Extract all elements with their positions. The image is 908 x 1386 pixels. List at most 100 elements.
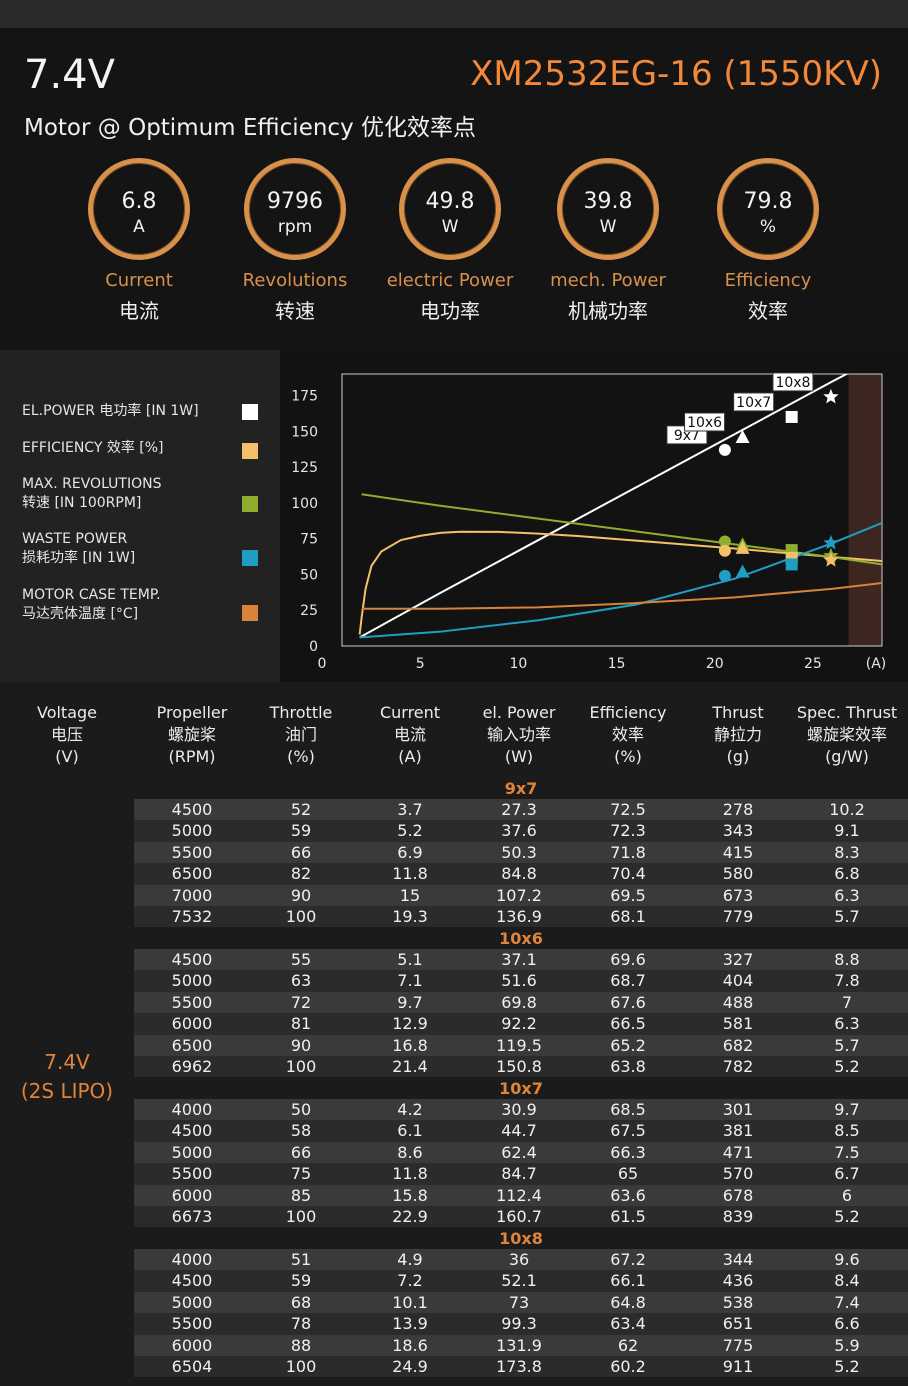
table-cell: 911 (722, 1357, 754, 1376)
table-cell: 6504 (171, 1357, 213, 1376)
column-header: Propeller 螺旋桨 (RPM) (137, 702, 247, 768)
table-cell: 72.3 (610, 821, 646, 841)
table-cell: 8.4 (834, 1271, 860, 1291)
table-cell: 22.9 (392, 1207, 428, 1226)
table-cell: 63.8 (610, 1057, 646, 1076)
column-header-zh: 螺旋桨效率 (806, 725, 887, 744)
table-cell: 6000 (171, 1335, 213, 1355)
top-strip (0, 0, 908, 28)
table-cell: 99.3 (501, 1314, 537, 1334)
table-cell: 9.7 (834, 1100, 860, 1119)
table-row: 5500 66 6.9 50.3 71.8 415 8.3 (134, 841, 908, 864)
table-cell: 50.3 (501, 842, 537, 862)
table-cell: 7.1 (397, 971, 423, 991)
metric-unit: A (133, 217, 145, 237)
column-header: Thrust 静拉力 (g) (683, 702, 793, 768)
table-cell: 51 (290, 1250, 312, 1269)
table-cell: 84.8 (501, 864, 537, 884)
x-tick-label: 5 (416, 656, 425, 672)
performance-table: 7.4V (2S LIPO) Voltage 电压 (V) Propeller 螺旋桨 (… (0, 690, 908, 1386)
table-row: 4500 52 3.7 27.3 72.5 278 10.2 (134, 799, 908, 821)
header-panel: 7.4V XM2532EG-16 (1550KV) Motor @ Optimu… (0, 28, 908, 350)
table-cell: 55 (290, 950, 312, 969)
table-cell: 673 (722, 885, 754, 905)
table-row: 4000 50 4.2 30.9 68.5 301 9.7 (134, 1099, 908, 1121)
table-cell: 66 (290, 1142, 312, 1162)
table-cell: 5500 (171, 992, 213, 1012)
table-cell: 8.5 (834, 1121, 860, 1141)
table-cell: 7000 (171, 885, 213, 905)
table-cell: 5500 (171, 842, 213, 862)
table-cell: 10.1 (392, 1292, 428, 1312)
column-header-en: Voltage (36, 703, 97, 722)
table-cell: 415 (722, 842, 754, 862)
table-cell: 66.3 (610, 1142, 646, 1162)
table-cell: 66.5 (610, 1014, 646, 1034)
legend-label: MOTOR CASE TEMP. (22, 587, 161, 603)
table-cell: 82 (290, 864, 312, 884)
marker-efficiency-9x7 (718, 544, 731, 557)
table-cell: 63 (290, 971, 312, 991)
table-cell: 51.6 (501, 971, 537, 991)
table-cell: 3.7 (397, 800, 423, 819)
metric-label-en: Revolutions (242, 270, 348, 291)
metric-mech-power: 39.8 W mech. Power 机械功率 (528, 158, 688, 324)
table-cell: 13.9 (392, 1314, 428, 1334)
legend-label: EFFICIENCY 效率 [%] (22, 440, 164, 456)
table-cell: 327 (722, 950, 754, 969)
table-cell: 7.4 (834, 1292, 860, 1312)
prop-label-box (684, 412, 726, 432)
table-cell: 73 (508, 1292, 530, 1312)
metric-label-en: Efficiency (724, 270, 812, 291)
table-cell: 72.5 (610, 800, 646, 819)
table-row: 4500 55 5.1 37.1 69.6 327 8.8 (134, 949, 908, 971)
table-cell: 71.8 (610, 842, 646, 862)
table-cell: 50 (290, 1100, 312, 1119)
metric-label-en: Current (105, 270, 173, 291)
table-cell: 85 (290, 1185, 312, 1205)
table-cell: 131.9 (496, 1335, 542, 1355)
prop-label: 9x7 (674, 428, 700, 444)
metric-label-zh: 电流 (119, 299, 159, 323)
table-cell: 15 (399, 885, 421, 905)
table-cell: 52 (290, 800, 312, 819)
table-cell: 839 (722, 1207, 754, 1226)
table-cell: 782 (722, 1057, 754, 1076)
y-tick-label: 150 (291, 424, 318, 440)
metric-ring: 6.8 A (88, 158, 190, 260)
table-cell: 7532 (171, 907, 213, 926)
column-header-zh: 螺旋桨 (167, 725, 216, 744)
metric-value: 9796 (267, 189, 323, 214)
table-cell: 68.7 (610, 971, 646, 991)
table-cell: 5.9 (834, 1335, 860, 1355)
propeller-group-title: 9x7 (504, 779, 538, 798)
table-cell: 8.3 (834, 842, 860, 862)
y-tick-label: 100 (291, 496, 318, 512)
table-cell: 68.1 (610, 907, 646, 926)
table-cell: 6673 (171, 1207, 213, 1226)
table-cell: 404 (722, 971, 754, 991)
table-cell: 75 (290, 1164, 312, 1184)
table-cell: 5000 (171, 1292, 213, 1312)
column-header: Spec. Thrust 螺旋桨效率 (g/W) (792, 702, 902, 768)
table-cell: 10.2 (829, 800, 865, 819)
table-cell: 65.2 (610, 1035, 646, 1055)
table-cell: 67.5 (610, 1121, 646, 1141)
legend-swatch (242, 605, 258, 621)
table-row: 6000 81 12.9 92.2 66.5 581 6.3 (134, 1013, 908, 1035)
marker-power-10x6 (735, 429, 750, 443)
table-cell: 6500 (171, 1035, 213, 1055)
table-cell: 488 (722, 992, 754, 1012)
prop-label-box (733, 392, 775, 412)
table-cell: 9.1 (834, 821, 860, 841)
table-cell: 6.9 (397, 842, 423, 862)
table-cell: 9.7 (397, 992, 423, 1012)
marker-power-10x8 (823, 388, 839, 404)
column-header-zh: 静拉力 (713, 725, 762, 744)
table-cell: 67.2 (610, 1250, 646, 1269)
table-cell: 81 (290, 1014, 312, 1034)
table-cell: 381 (722, 1121, 754, 1141)
column-header-en: Throttle (269, 703, 333, 722)
table-row: 5500 72 9.7 69.8 67.6 488 7 (134, 991, 908, 1014)
column-header-unit: (%) (287, 747, 315, 766)
